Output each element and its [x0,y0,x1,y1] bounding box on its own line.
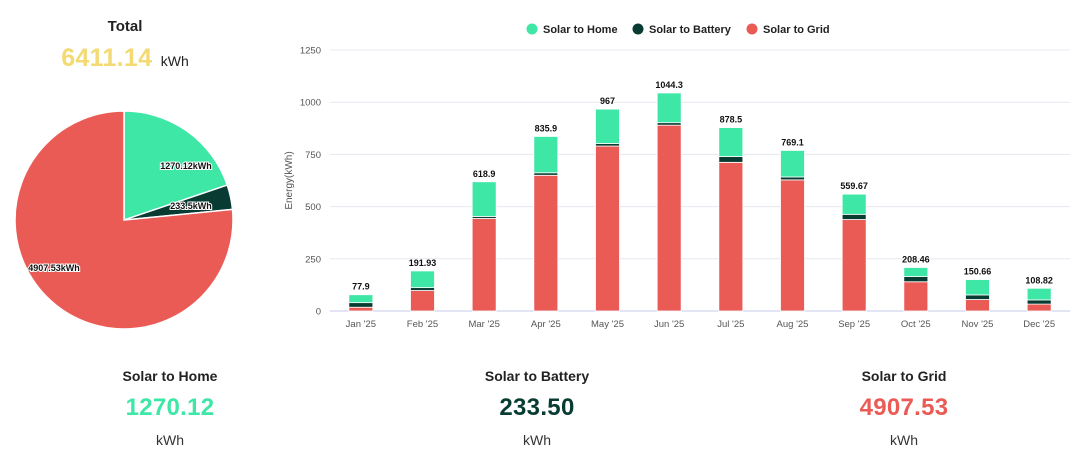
bar-total-label: 150.66 [964,267,992,277]
summary-label: Solar to Home [122,368,218,384]
x-tick-label: Dec '25 [1023,319,1055,330]
bar-segment-solar-to-home [656,92,682,124]
y-tick-label: 1250 [300,46,321,57]
pie-slice-label: 4907.53kWh [28,263,80,273]
summary-value: 1270.12 [125,394,215,421]
x-tick-label: Oct '25 [901,319,931,330]
bar-total-label: 559.67 [840,181,868,191]
bar-segment-solar-to-battery [348,302,374,308]
y-tick-label: 0 [316,307,321,318]
bar-total-label: 835.9 [535,123,558,133]
chart-legend: Solar to Home Solar to Battery Solar to Gr… [526,23,830,36]
legend-swatch [526,23,538,35]
bar-total-label: 967 [600,96,615,106]
summary-unit: kWh [523,432,551,448]
bar-total-label: 108.82 [1025,275,1053,285]
x-tick-label: Nov '25 [962,319,994,330]
y-tick-label: 500 [305,202,321,213]
bar-segment-solar-to-home [410,270,435,289]
bar-segment-solar-to-grid [965,299,990,312]
energy-pie-chart: 1270.12kWh 233.5kWh 4907.53kWh [14,110,234,330]
summary-value: 4907.53 [859,394,949,421]
bar-total-label: 878.5 [720,115,743,125]
y-tick-label: 1000 [300,98,321,109]
legend-label: Solar to Grid [763,24,830,36]
x-tick-label: Aug '25 [777,319,809,330]
bar-segment-solar-to-grid [595,145,620,312]
legend-label: Solar to Home [543,24,618,36]
monthly-energy-bar-chart: Solar to Home Solar to Battery Solar to Gr… [284,23,1070,330]
legend-label: Solar to Battery [649,24,732,36]
pie-slice-label: 1270.12kWh [160,161,212,171]
bar-total-label: 1044.3 [655,80,683,90]
bar-segment-solar-to-home [903,267,929,277]
bar-segment-solar-to-home [965,279,990,296]
bar-segment-solar-to-battery [965,294,990,300]
total-title: Total [107,18,143,35]
x-tick-label: Mar '25 [468,319,499,330]
bar-segment-solar-to-home [780,150,805,178]
summary-unit: kWh [156,432,184,448]
bar-segment-solar-to-battery [841,213,867,220]
bar-segment-solar-to-battery [1026,299,1052,305]
bar-segment-solar-to-grid [656,124,682,312]
pie-slice-label: 233.5kWh [170,201,212,211]
total-unit: kWh [160,53,189,69]
y-tick-label: 250 [305,254,321,265]
summary-solar-to-grid: Solar to Grid 4907.53 kWh [784,368,1024,448]
x-tick-label: Jan '25 [346,319,376,330]
x-tick-label: May '25 [591,319,624,330]
bar-segment-solar-to-grid [1026,303,1052,312]
bar-total-label: 769.1 [781,137,804,147]
summary-value: 233.50 [499,394,575,421]
summary-solar-to-battery: Solar to Battery 233.50 kWh [417,368,657,448]
bar-segment-solar-to-home [841,193,867,215]
x-tick-label: Apr '25 [531,319,561,330]
bar-segment-solar-to-grid [903,281,929,312]
bar-segment-solar-to-grid [841,219,867,312]
bar-segment-solar-to-home [718,127,744,157]
summary-label: Solar to Battery [484,368,590,384]
bar-segment-solar-to-battery [780,176,805,181]
y-axis-label: Energy(kWh) [284,151,295,209]
x-tick-label: Sep '25 [838,319,870,330]
bar-total-label: 618.9 [473,169,496,179]
total-value: 6411.14 kWh [40,44,210,73]
legend-swatch [746,23,758,35]
summary-label: Solar to Grid [861,368,947,384]
bar-segment-solar-to-home [471,181,497,217]
x-tick-label: Jul '25 [717,319,744,330]
pie-slice-solar-to-grid [14,110,234,330]
bar-total-label: 208.46 [902,254,930,264]
bar-segment-solar-to-battery [718,156,744,163]
x-tick-label: Feb '25 [407,319,438,330]
bar-segment-solar-to-grid [533,174,559,312]
x-tick-label: Jun '25 [654,319,684,330]
summary-solar-to-home: Solar to Home 1270.12 kWh [50,368,290,448]
bar-segment-solar-to-battery [410,287,435,291]
bar-total-label: 77.9 [352,282,370,292]
bar-segment-solar-to-grid [348,306,374,312]
bar-segment-solar-to-home [348,294,374,304]
bar-segment-solar-to-grid [718,161,744,312]
bar-segment-solar-to-grid [471,218,497,312]
bar-segment-solar-to-grid [410,290,435,312]
total-number: 6411.14 [61,44,153,72]
bar-segment-solar-to-battery [903,276,929,283]
bar-segment-solar-to-home [533,136,559,174]
pie-slice-solar-to-home [123,110,229,222]
y-tick-label: 750 [305,150,321,161]
bar-segment-solar-to-home [595,108,620,144]
legend-swatch [632,23,644,35]
bar-segment-solar-to-grid [780,179,805,312]
bar-total-label: 191.93 [409,258,437,268]
summary-unit: kWh [890,432,918,448]
bar-segment-solar-to-home [1026,287,1052,301]
